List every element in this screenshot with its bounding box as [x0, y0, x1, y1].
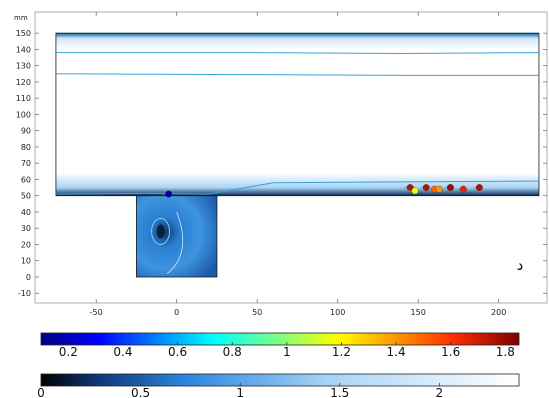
- y-tick-label: 70: [21, 159, 31, 168]
- y-tick-label: 50: [21, 192, 31, 201]
- particle-marker: [435, 185, 443, 193]
- vortex-streamline: [151, 218, 171, 245]
- particle-marker: [459, 185, 467, 193]
- x-tick-label: 100: [330, 308, 345, 317]
- particle-velocity-colorbar-tick-label: 0.8: [223, 345, 242, 359]
- particle-velocity-colorbar-tick-label: 1.8: [496, 345, 515, 359]
- particle-velocity-colorbar-bar: [40, 332, 520, 346]
- y-tick-label: 20: [21, 240, 31, 249]
- y-tick-label: 0: [26, 273, 31, 282]
- colorbars: 0.2 0.4 0.6 0.8 1 1.2 1.4 1.6 1.8 0 0.5 1 1.5 2: [37, 332, 520, 398]
- plot-area: mm1501401301201101009080706050403020100-…: [14, 11, 548, 317]
- flow-velocity-colorbar-tick-label: 2: [436, 386, 444, 398]
- y-tick-label: 60: [21, 175, 31, 184]
- axis-unit-label: mm: [14, 14, 28, 22]
- flow-velocity-colorbar-tick-label: 1: [236, 386, 244, 398]
- flow-velocity-colorbar-tick-label: 0: [37, 386, 45, 398]
- y-tick-label: 130: [16, 62, 31, 71]
- x-tick-label: 150: [411, 308, 426, 317]
- y-tick-label: 150: [16, 29, 31, 38]
- flow-velocity-colorbar-tick-label: 0.5: [131, 386, 150, 398]
- particle-velocity-colorbar-tick-label: 1.6: [441, 345, 460, 359]
- y-tick-label: 30: [21, 224, 31, 233]
- particle-marker: [422, 184, 430, 192]
- y-tick-label: 90: [21, 127, 31, 136]
- cavity-streamline: [166, 211, 184, 275]
- particle-velocity-colorbar-tick-label: 1.4: [387, 345, 406, 359]
- vortex-core: [156, 224, 165, 239]
- particle-marker: [475, 184, 483, 192]
- x-tick-label: 50: [252, 308, 262, 317]
- y-tick-label: -10: [18, 289, 31, 298]
- channel-domain: [55, 32, 540, 197]
- streamline: [55, 73, 539, 76]
- cavity-domain: [136, 195, 218, 278]
- streamline: [55, 52, 539, 55]
- y-tick-label: 110: [16, 94, 31, 103]
- particle-velocity-colorbar-tick-label: 0.4: [113, 345, 132, 359]
- y-tick-label: 40: [21, 208, 31, 217]
- flow-velocity-colorbar-bar: [40, 373, 520, 387]
- x-tick-label: 0: [174, 308, 179, 317]
- flow-velocity-colorbar-tick-label: 1.5: [330, 386, 349, 398]
- particle-marker: [446, 184, 454, 192]
- particle-velocity-colorbar-tick-label: 0.6: [168, 345, 187, 359]
- panel-label: د: [517, 256, 524, 274]
- y-tick-label: 100: [16, 110, 31, 119]
- streamline: [55, 180, 539, 195]
- y-tick-label: 10: [21, 257, 31, 266]
- particle-marker: [411, 187, 419, 195]
- particle-velocity-colorbar-tick-label: 1.2: [332, 345, 351, 359]
- particle-velocity-colorbar-tick-label: 1: [283, 345, 291, 359]
- particle-marker: [165, 190, 173, 198]
- y-tick-label: 120: [16, 78, 31, 87]
- y-tick-label: 80: [21, 143, 31, 152]
- x-tick-label: 200: [491, 308, 506, 317]
- y-tick-label: 140: [16, 45, 31, 54]
- particle-velocity-colorbar-tick-label: 0.2: [59, 345, 78, 359]
- x-tick-label: -50: [90, 308, 103, 317]
